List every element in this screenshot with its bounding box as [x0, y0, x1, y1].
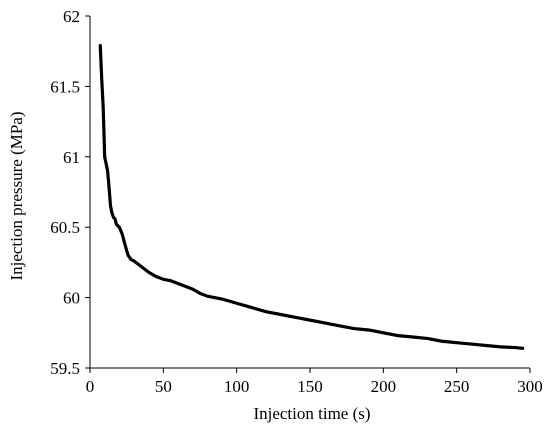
x-ticks: 0 50 100 150 200 250 300 — [86, 368, 543, 396]
y-tick-label: 59.5 — [50, 359, 80, 378]
axes — [89, 16, 530, 369]
series-line — [98, 43, 525, 350]
x-tick-label: 100 — [224, 377, 250, 396]
y-tick-label: 62 — [63, 7, 80, 26]
y-tick-label: 60.5 — [50, 218, 80, 237]
x-tick-label: 150 — [297, 377, 323, 396]
y-axis-title: Injection pressure (MPa) — [7, 111, 26, 280]
x-tick-label: 50 — [155, 377, 172, 396]
y-tick-label: 61 — [63, 148, 80, 167]
x-tick-label: 200 — [371, 377, 397, 396]
series-layer — [98, 43, 525, 350]
x-tick-label: 300 — [517, 377, 543, 396]
y-ticks: 59.5 60 60.5 61 61.5 62 — [50, 7, 90, 378]
y-tick-label: 60 — [63, 289, 80, 308]
x-axis-title: Injection time (s) — [253, 404, 370, 423]
y-tick-label: 61.5 — [50, 77, 80, 96]
x-tick-label: 250 — [444, 377, 470, 396]
x-tick-label: 0 — [86, 377, 95, 396]
